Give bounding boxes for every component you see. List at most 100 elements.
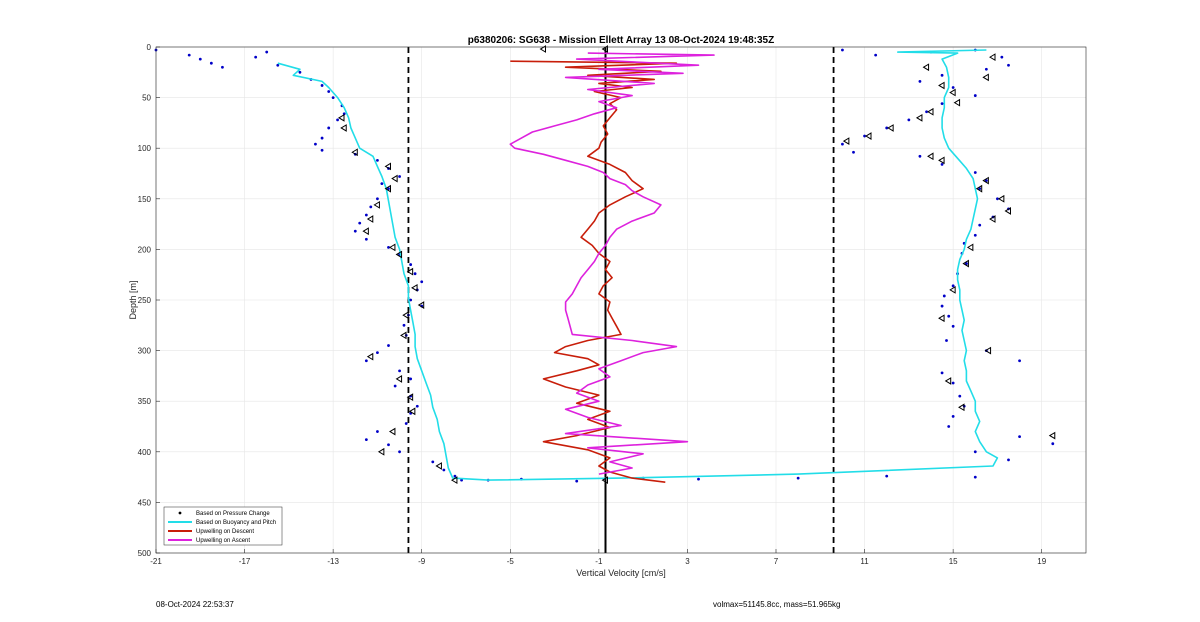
triangle-marker bbox=[366, 215, 374, 223]
data-point bbox=[951, 414, 955, 418]
data-point bbox=[973, 475, 977, 479]
triangle-marker bbox=[377, 447, 385, 456]
data-point bbox=[320, 148, 324, 152]
x-tick-label: -17 bbox=[239, 557, 251, 566]
x-tick-label: 3 bbox=[685, 557, 690, 566]
triangle-marker bbox=[417, 301, 425, 309]
triangle-marker bbox=[865, 132, 872, 140]
triangle-marker bbox=[384, 162, 391, 171]
data-point bbox=[1018, 435, 1021, 439]
data-point bbox=[947, 314, 951, 318]
data-point bbox=[364, 237, 368, 241]
triangle-marker bbox=[406, 267, 414, 276]
triangle-marker bbox=[1048, 431, 1056, 440]
data-point bbox=[402, 323, 406, 327]
chart-title: p6380206: SG638 - Mission Ellett Array 1… bbox=[468, 35, 774, 46]
legend-label: Based on Pressure Change bbox=[196, 511, 270, 517]
triangle-marker bbox=[351, 148, 358, 157]
data-point bbox=[398, 175, 401, 178]
data-point bbox=[364, 359, 368, 363]
data-point bbox=[393, 384, 397, 388]
triangle-marker bbox=[949, 285, 956, 294]
data-point bbox=[951, 381, 955, 385]
data-point bbox=[973, 94, 977, 97]
y-tick-label: 450 bbox=[138, 498, 152, 507]
data-point bbox=[942, 294, 946, 298]
triangle-marker bbox=[915, 113, 923, 122]
data-point bbox=[945, 339, 948, 342]
data-point bbox=[398, 450, 401, 454]
triangle-marker bbox=[938, 81, 945, 90]
triangle-marker bbox=[938, 156, 945, 165]
triangle-marker bbox=[938, 314, 945, 323]
triangle-marker bbox=[366, 352, 374, 361]
data-point bbox=[940, 371, 944, 375]
data-point bbox=[254, 55, 258, 59]
x-axis-label: Vertical Velocity [cm/s] bbox=[576, 568, 666, 578]
data-point bbox=[940, 73, 944, 77]
triangle-marker bbox=[953, 98, 961, 107]
data-point bbox=[442, 468, 446, 472]
triangle-markers bbox=[338, 45, 1056, 485]
triangle-marker bbox=[408, 407, 416, 416]
series-line bbox=[277, 49, 999, 481]
triangle-marker bbox=[539, 45, 546, 53]
data-point bbox=[978, 223, 982, 227]
data-point bbox=[885, 126, 889, 130]
legend-label: Upwelling on Ascent bbox=[196, 538, 250, 544]
triangle-marker bbox=[997, 194, 1005, 203]
y-tick-label: 350 bbox=[138, 397, 152, 406]
y-tick-label: 400 bbox=[138, 448, 152, 457]
data-point bbox=[984, 67, 988, 71]
data-point bbox=[364, 438, 368, 442]
data-point bbox=[327, 90, 331, 93]
data-point bbox=[453, 474, 457, 478]
data-point bbox=[320, 136, 324, 140]
data-point bbox=[951, 284, 955, 288]
triangle-marker bbox=[402, 311, 409, 320]
triangle-marker bbox=[989, 53, 996, 62]
x-tick-label: 7 bbox=[774, 557, 779, 566]
triangle-marker bbox=[922, 63, 930, 72]
triangle-marker bbox=[887, 124, 894, 132]
data-point bbox=[984, 179, 988, 182]
data-point bbox=[796, 476, 800, 480]
y-tick-label: 50 bbox=[142, 94, 151, 103]
data-point bbox=[376, 351, 379, 355]
data-point bbox=[209, 61, 213, 65]
data-point bbox=[364, 213, 368, 217]
data-point bbox=[973, 450, 977, 454]
x-tick-label: -1 bbox=[595, 557, 603, 566]
y-tick-label: 150 bbox=[138, 195, 152, 204]
data-point bbox=[314, 142, 317, 146]
y-tick-label: 200 bbox=[138, 245, 152, 254]
footer-info: volmax=51145.8cc, mass=51.965kg bbox=[713, 600, 841, 609]
data-point bbox=[387, 245, 390, 249]
footer-timestamp: 08-Oct-2024 22:53:37 bbox=[156, 600, 234, 609]
y-tick-label: 0 bbox=[147, 43, 152, 52]
triangle-marker bbox=[1004, 207, 1011, 215]
triangle-marker bbox=[406, 393, 414, 402]
data-point bbox=[925, 110, 928, 114]
data-point bbox=[918, 154, 922, 158]
triangle-marker bbox=[962, 259, 969, 268]
data-point bbox=[1051, 442, 1055, 446]
data-point bbox=[387, 443, 390, 447]
data-point bbox=[387, 187, 390, 191]
data-point bbox=[431, 460, 435, 464]
legend-label: Upwelling on Descent bbox=[196, 529, 254, 535]
triangle-marker bbox=[395, 375, 403, 383]
data-point bbox=[327, 126, 331, 130]
x-tick-label: 11 bbox=[860, 557, 869, 566]
data-point bbox=[387, 344, 390, 347]
data-point bbox=[940, 162, 944, 166]
x-tick-label: 19 bbox=[1037, 557, 1046, 566]
data-point bbox=[369, 205, 373, 209]
data-point bbox=[404, 422, 408, 425]
data-point bbox=[1007, 458, 1010, 462]
data-point bbox=[965, 262, 968, 265]
data-point bbox=[697, 477, 700, 481]
triangle-marker bbox=[982, 73, 989, 82]
triangle-marker bbox=[966, 243, 974, 252]
